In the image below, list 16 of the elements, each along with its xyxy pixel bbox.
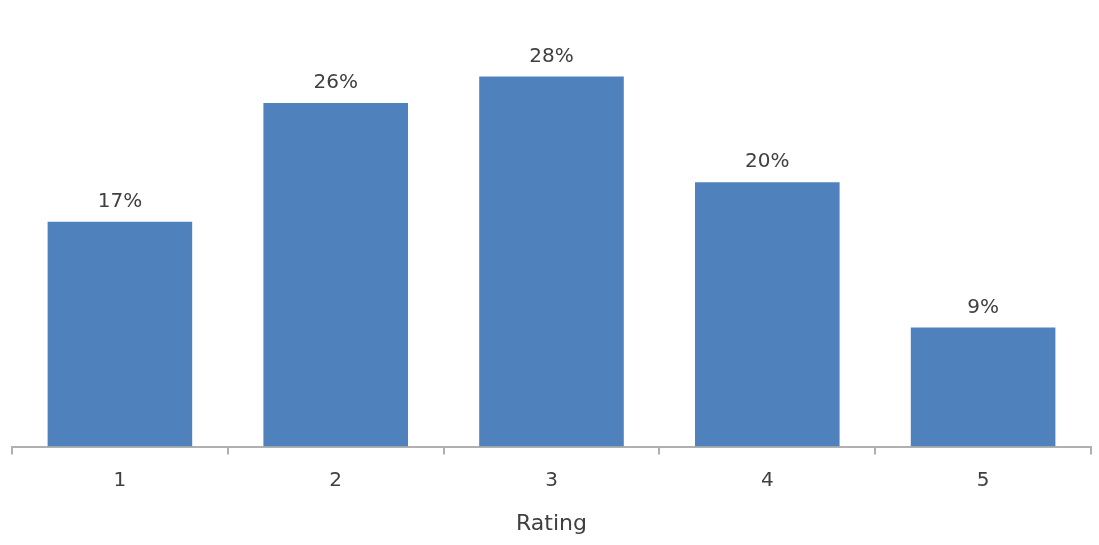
x-tick-label: 5: [976, 466, 990, 491]
data-label: 9%: [967, 293, 999, 318]
data-label: 20%: [745, 148, 790, 173]
x-tick-label: 1: [113, 466, 127, 491]
bar: [263, 102, 408, 447]
x-tick-label: 3: [545, 466, 558, 491]
bar: [479, 76, 624, 447]
data-label: 26%: [313, 69, 358, 94]
data-label: 17%: [97, 188, 143, 213]
x-axis-title: Rating: [516, 509, 587, 535]
bar: [910, 327, 1056, 447]
bar: [695, 182, 840, 447]
bar: [47, 221, 193, 447]
x-tick-label: 4: [760, 466, 774, 491]
x-tick-label: 2: [329, 466, 343, 491]
data-label: 28%: [529, 42, 574, 67]
